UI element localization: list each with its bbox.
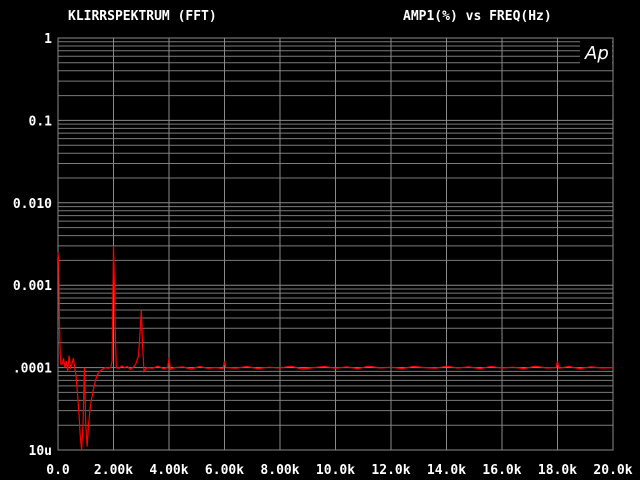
plot-frame (57, 37, 614, 451)
x-tick-label: 0.0 (46, 463, 70, 478)
y-tick-label: .0001 (13, 362, 52, 377)
x-tick-label: 14.0k (427, 463, 466, 478)
x-tick-label: 10.0k (316, 463, 355, 478)
y-tick-label: 0.1 (29, 114, 53, 129)
y-tick-label: 0.001 (13, 279, 52, 294)
x-tick-label: 20.0k (593, 463, 632, 478)
x-tick-label: 4.00k (149, 463, 188, 478)
x-tick-label: 8.00k (260, 463, 299, 478)
chart-subtitle: AMP1(%) vs FREQ(Hz) (403, 9, 552, 24)
series-line (57, 245, 614, 451)
x-tick-label: 16.0k (482, 463, 521, 478)
y-tick-label: 1 (44, 32, 52, 47)
x-tick-label: 12.0k (371, 463, 410, 478)
logo-background (580, 39, 612, 65)
chart-title: KLIRRSPEKTRUM (FFT) (68, 9, 217, 24)
ap-logo: Ap (584, 43, 609, 64)
y-tick-label: 10u (29, 444, 52, 459)
x-tick-label: 18.0k (538, 463, 577, 478)
y-tick-label: 0.010 (13, 197, 52, 212)
x-tick-label: 2.00k (94, 463, 133, 478)
x-tick-label: 6.00k (205, 463, 244, 478)
